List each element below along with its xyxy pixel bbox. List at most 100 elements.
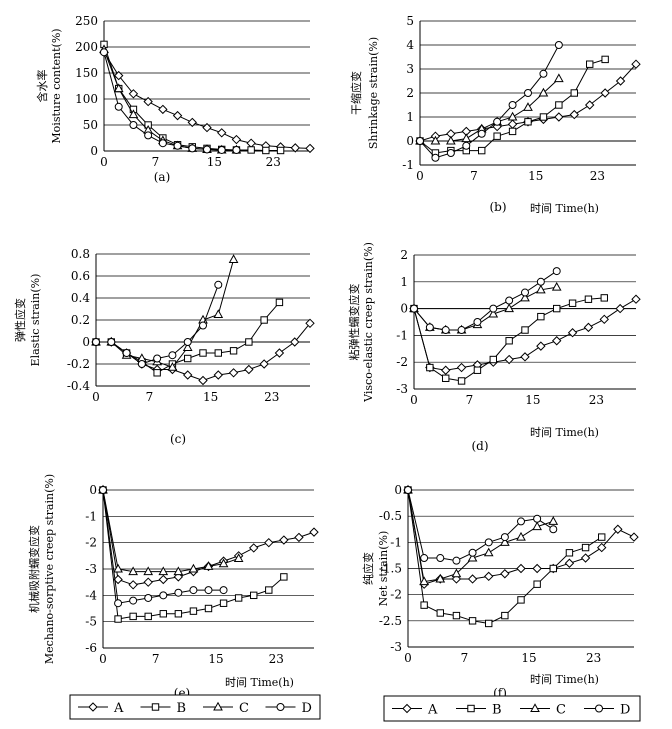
legend-label: B (177, 701, 187, 716)
series-C (98, 484, 244, 576)
series-line (407, 489, 554, 562)
legend-entry-A: A (392, 703, 438, 718)
legend-label: C (239, 701, 249, 716)
data-point (505, 337, 513, 345)
data-point (533, 580, 541, 588)
data-point (143, 566, 154, 576)
data-point (244, 364, 254, 375)
data-point (213, 309, 224, 318)
data-point (233, 553, 244, 562)
data-point (99, 486, 107, 494)
data-point (508, 127, 517, 136)
data-point (551, 281, 562, 291)
data-point (232, 145, 241, 154)
data-point (461, 133, 472, 143)
y-tick-label: 2 (406, 86, 414, 100)
y-tick-label: 3 (406, 62, 414, 76)
series-B (410, 294, 608, 385)
data-point (467, 552, 478, 562)
data-point (203, 561, 214, 570)
data-point (473, 366, 482, 374)
series-line (103, 52, 237, 151)
series-D (100, 48, 241, 154)
series-B (100, 40, 285, 155)
y-tick-label: -2.5 (379, 614, 402, 628)
data-point (539, 69, 548, 78)
chart-d: -3 -2 -1 0 1 2 0 7 15 23 粘弹性蠕变应变 Visco-elastic cree… (347, 242, 641, 453)
x-tick-label: 23 (269, 652, 284, 666)
x-tick-label: 7 (146, 390, 154, 404)
data-point (114, 70, 124, 81)
legend-marker (467, 704, 475, 713)
data-point (275, 298, 284, 307)
data-point (600, 294, 608, 302)
data-point (552, 267, 561, 276)
data-point (410, 304, 418, 313)
legend-entry-D: D (265, 701, 312, 716)
y-tick-label: 0 (82, 335, 90, 349)
data-point (484, 538, 493, 547)
data-point (615, 76, 626, 86)
data-point (305, 318, 315, 329)
data-point (426, 363, 434, 372)
series-line (419, 44, 560, 159)
data-point (264, 537, 274, 548)
data-point (521, 326, 529, 334)
x-tick-label: 0 (92, 390, 100, 404)
data-point (452, 556, 461, 565)
x-tick-label: 23 (589, 393, 604, 407)
y-axis-label-cn: 干缩应变 (349, 71, 363, 115)
data-point (493, 132, 501, 140)
data-point (167, 362, 178, 371)
data-point (229, 347, 238, 355)
data-point (446, 135, 456, 145)
y-tick-label: 50 (83, 118, 98, 132)
y-axis-label-cn: 弹性应变 (13, 298, 27, 342)
data-point (553, 304, 561, 313)
legend-marker (213, 701, 223, 711)
x-tick-label: 23 (264, 390, 279, 404)
y-tick-label: 0 (400, 302, 408, 316)
data-point (532, 563, 542, 574)
x-tick-label: 0 (404, 651, 412, 665)
data-point (204, 586, 213, 595)
data-point (183, 338, 192, 346)
series-line (420, 78, 560, 142)
data-point (425, 323, 434, 332)
y-tick-label: -2 (390, 588, 402, 602)
chart-c: -0.4 -0.2 0 0.2 0.4 0.6 0.8 0 7 15 23 弹性应变 Elastic s… (13, 247, 315, 446)
data-point (580, 553, 591, 563)
data-point (457, 326, 466, 335)
data-point (309, 527, 319, 537)
data-point (442, 374, 450, 382)
y-tick-label: -1 (396, 328, 408, 342)
data-point (457, 377, 466, 385)
legend-label: D (620, 703, 630, 718)
data-point (483, 547, 494, 557)
data-point (554, 112, 564, 122)
data-point (245, 338, 253, 346)
data-point (129, 121, 138, 129)
y-axis-label: Net strain(%) (377, 531, 390, 607)
y-tick-label: 0 (89, 483, 97, 497)
data-point (100, 48, 108, 57)
series-C (415, 73, 564, 145)
series-D (416, 41, 563, 162)
series-line (103, 49, 237, 151)
data-point (452, 611, 461, 620)
data-point (158, 566, 169, 576)
data-point (598, 533, 606, 541)
data-point (305, 143, 315, 154)
data-point (504, 303, 514, 313)
series-D (92, 280, 223, 368)
data-point (533, 514, 542, 523)
data-point (524, 89, 532, 97)
series-B (99, 486, 288, 623)
data-point (477, 129, 486, 138)
legend-entry-A: A (78, 701, 124, 716)
y-tick-label: 150 (75, 66, 98, 80)
data-point (199, 349, 207, 357)
series-line (102, 489, 224, 604)
x-axis-label: 时间 Time(h) (225, 676, 294, 689)
y-tick-label: 1 (406, 110, 414, 124)
